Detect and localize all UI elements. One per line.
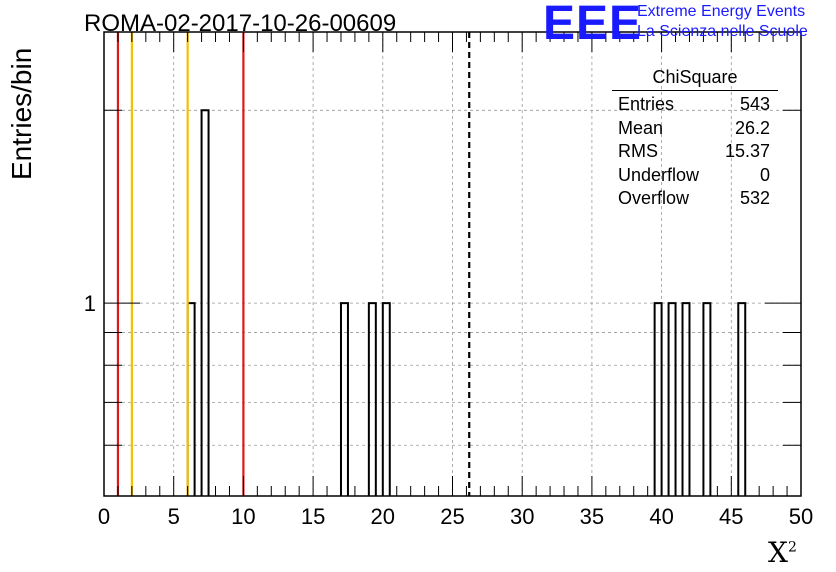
stats-box: ChiSquare Entries 543 Mean 26.2 RMS 15.37 U… — [612, 66, 778, 211]
stats-value: 0 — [759, 164, 770, 185]
x-tick-label: 35 — [580, 504, 604, 529]
stats-row: RMS 15.37 — [612, 140, 778, 164]
histogram-bar — [653, 302, 663, 496]
x-tick-label: 45 — [719, 504, 743, 529]
histogram-bar — [681, 302, 691, 496]
stats-value: 26.2 — [734, 117, 770, 138]
logo-caption-line2: La Scienza nelle Scuole — [637, 23, 808, 40]
histogram-bar — [339, 302, 349, 496]
stats-value: 543 — [739, 94, 770, 114]
stats-row: Mean 26.2 — [612, 117, 778, 141]
reference-lines — [116, 32, 471, 496]
x-axis-label: X2 — [768, 536, 797, 569]
histogram-bar — [702, 302, 712, 496]
histogram-bar — [667, 302, 677, 496]
histogram-bar — [200, 109, 210, 496]
y-tick-label: 1 — [84, 291, 96, 316]
eee-logo: EEE — [543, 0, 643, 50]
x-tick-label: 40 — [649, 504, 673, 529]
histogram-bars — [186, 109, 747, 496]
axis-ticks — [103, 32, 802, 496]
x-axis-label-base: X — [768, 536, 788, 569]
x-tick-label: 5 — [168, 504, 180, 529]
x-tick-label: 20 — [371, 504, 395, 529]
logo-caption: Extreme Energy Events La Scienza nelle S… — [637, 2, 808, 42]
x-axis-label-superscript: 2 — [787, 539, 797, 556]
tick-labels: 0 5 10 15 20 25 30 35 40 45 50 1 — [84, 291, 813, 529]
stats-label: Mean — [618, 117, 664, 138]
stats-row: Entries 543 — [612, 93, 778, 117]
stats-label: RMS — [618, 141, 658, 161]
x-tick-label: 0 — [98, 504, 110, 529]
stats-row: Overflow 532 — [612, 187, 778, 211]
stats-label: Overflow — [618, 188, 690, 208]
histogram-bar — [381, 302, 391, 496]
logo-caption-line1: Extreme Energy Events — [637, 3, 806, 20]
x-tick-label: 30 — [510, 504, 534, 529]
x-tick-label: 10 — [231, 504, 255, 529]
stats-value: 15.37 — [724, 141, 770, 161]
histogram-bar — [737, 302, 747, 496]
y-axis-label: Entries/bin — [6, 47, 37, 180]
stats-title: ChiSquare — [612, 66, 778, 91]
stats-row: Underflow 0 — [612, 164, 778, 188]
x-tick-label: 50 — [789, 504, 813, 529]
stats-label: Entries — [618, 94, 675, 114]
run-title: ROMA-02-2017-10-26-00609 — [84, 10, 397, 37]
x-tick-label: 25 — [440, 504, 464, 529]
histogram-bar — [367, 302, 377, 496]
x-tick-label: 15 — [301, 504, 325, 529]
stats-value: 532 — [739, 188, 770, 208]
stats-label: Underflow — [618, 164, 700, 185]
